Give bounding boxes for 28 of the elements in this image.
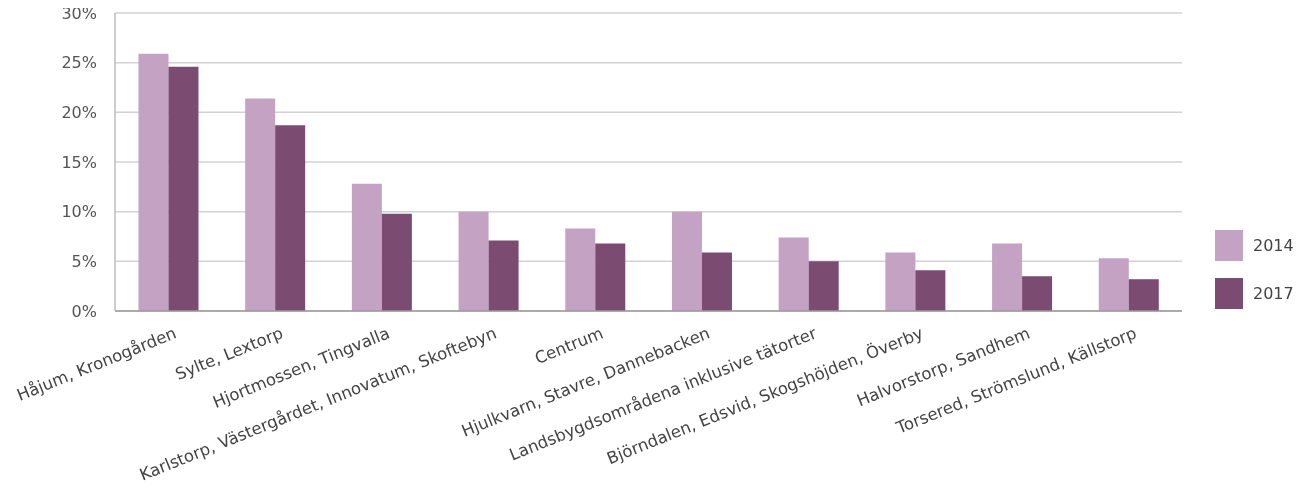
bar: [168, 66, 199, 311]
y-tick-label: 0%: [71, 301, 97, 321]
bar: [1128, 279, 1159, 311]
bar: [351, 183, 382, 311]
y-tick-label: 20%: [61, 103, 97, 123]
y-tick-label: 5%: [71, 252, 97, 272]
bar: [565, 228, 596, 311]
bar: [808, 261, 839, 311]
bar: [381, 213, 412, 311]
bar: [671, 211, 702, 311]
bar: [885, 252, 916, 311]
bar: [701, 252, 732, 311]
y-tick-label: 25%: [61, 53, 97, 73]
bar: [915, 270, 946, 311]
y-tick-label: 15%: [61, 152, 97, 172]
legend-label: 2017: [1253, 284, 1294, 303]
bar: [275, 125, 306, 311]
bar: [992, 243, 1023, 311]
legend-label: 2014: [1253, 236, 1294, 255]
bar: [778, 237, 809, 311]
bar: [595, 243, 626, 311]
y-tick-label: 10%: [61, 202, 97, 222]
bar: [458, 211, 489, 311]
bar: [138, 53, 169, 311]
bar: [1022, 276, 1053, 311]
bar: [488, 240, 519, 311]
bar: [1098, 258, 1129, 311]
bar: [245, 98, 276, 311]
